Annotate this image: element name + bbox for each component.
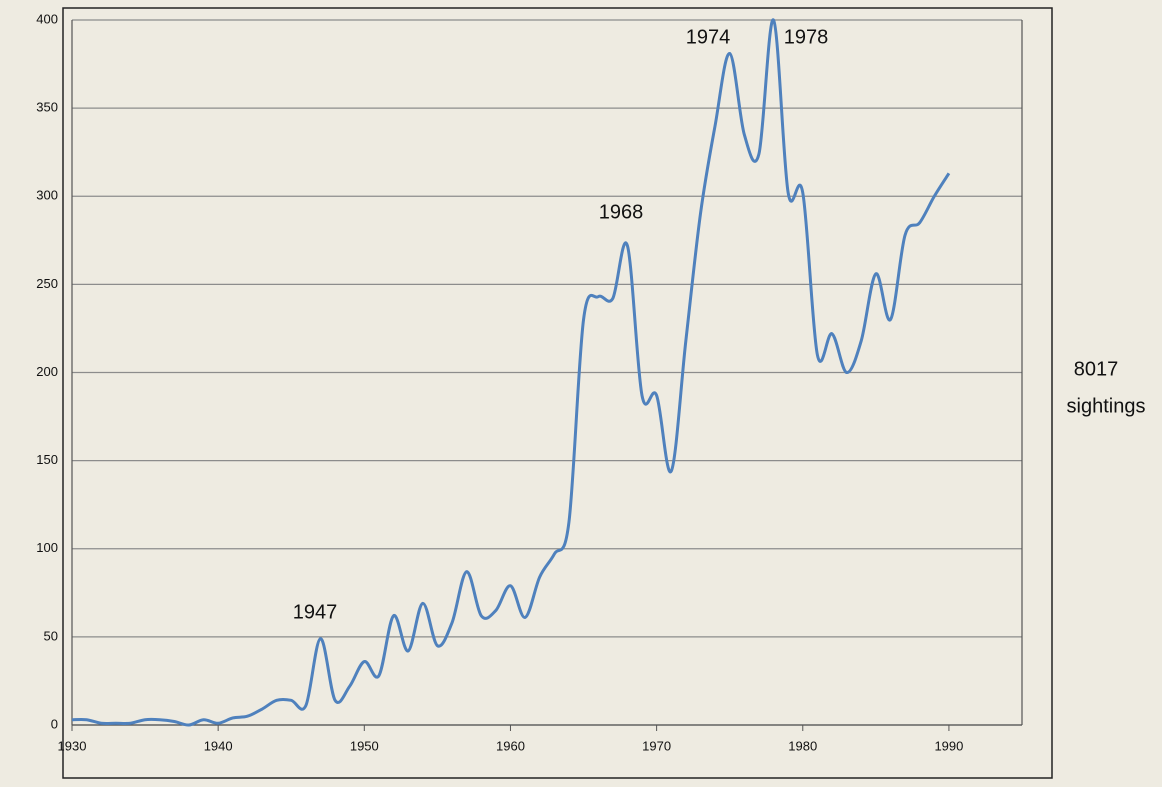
annotation: 1968 [599,201,644,223]
x-tick-label: 1960 [496,738,525,753]
y-tick-label: 200 [36,364,58,379]
x-tick-label: 1990 [934,738,963,753]
y-tick-label: 150 [36,452,58,467]
x-tick-label: 1940 [204,738,233,753]
data-line [71,18,951,727]
y-tick-label: 350 [36,100,58,115]
y-tick-label: 300 [36,188,58,203]
side-note: 8017 [1074,358,1119,380]
y-tick-label: 100 [36,540,58,555]
annotation: 1947 [293,601,338,623]
annotation: 1978 [784,26,829,48]
annotation: 1974 [686,26,731,48]
x-tick-label: 1980 [788,738,817,753]
y-tick-label: 400 [36,11,58,26]
x-tick-label: 1930 [58,738,87,753]
x-tick-label: 1970 [642,738,671,753]
side-note: sightings [1067,395,1146,417]
y-tick-label: 50 [44,628,58,643]
x-tick-label: 1950 [350,738,379,753]
y-tick-label: 0 [51,716,58,731]
chart-frame [62,7,1053,779]
y-tick-label: 250 [36,276,58,291]
